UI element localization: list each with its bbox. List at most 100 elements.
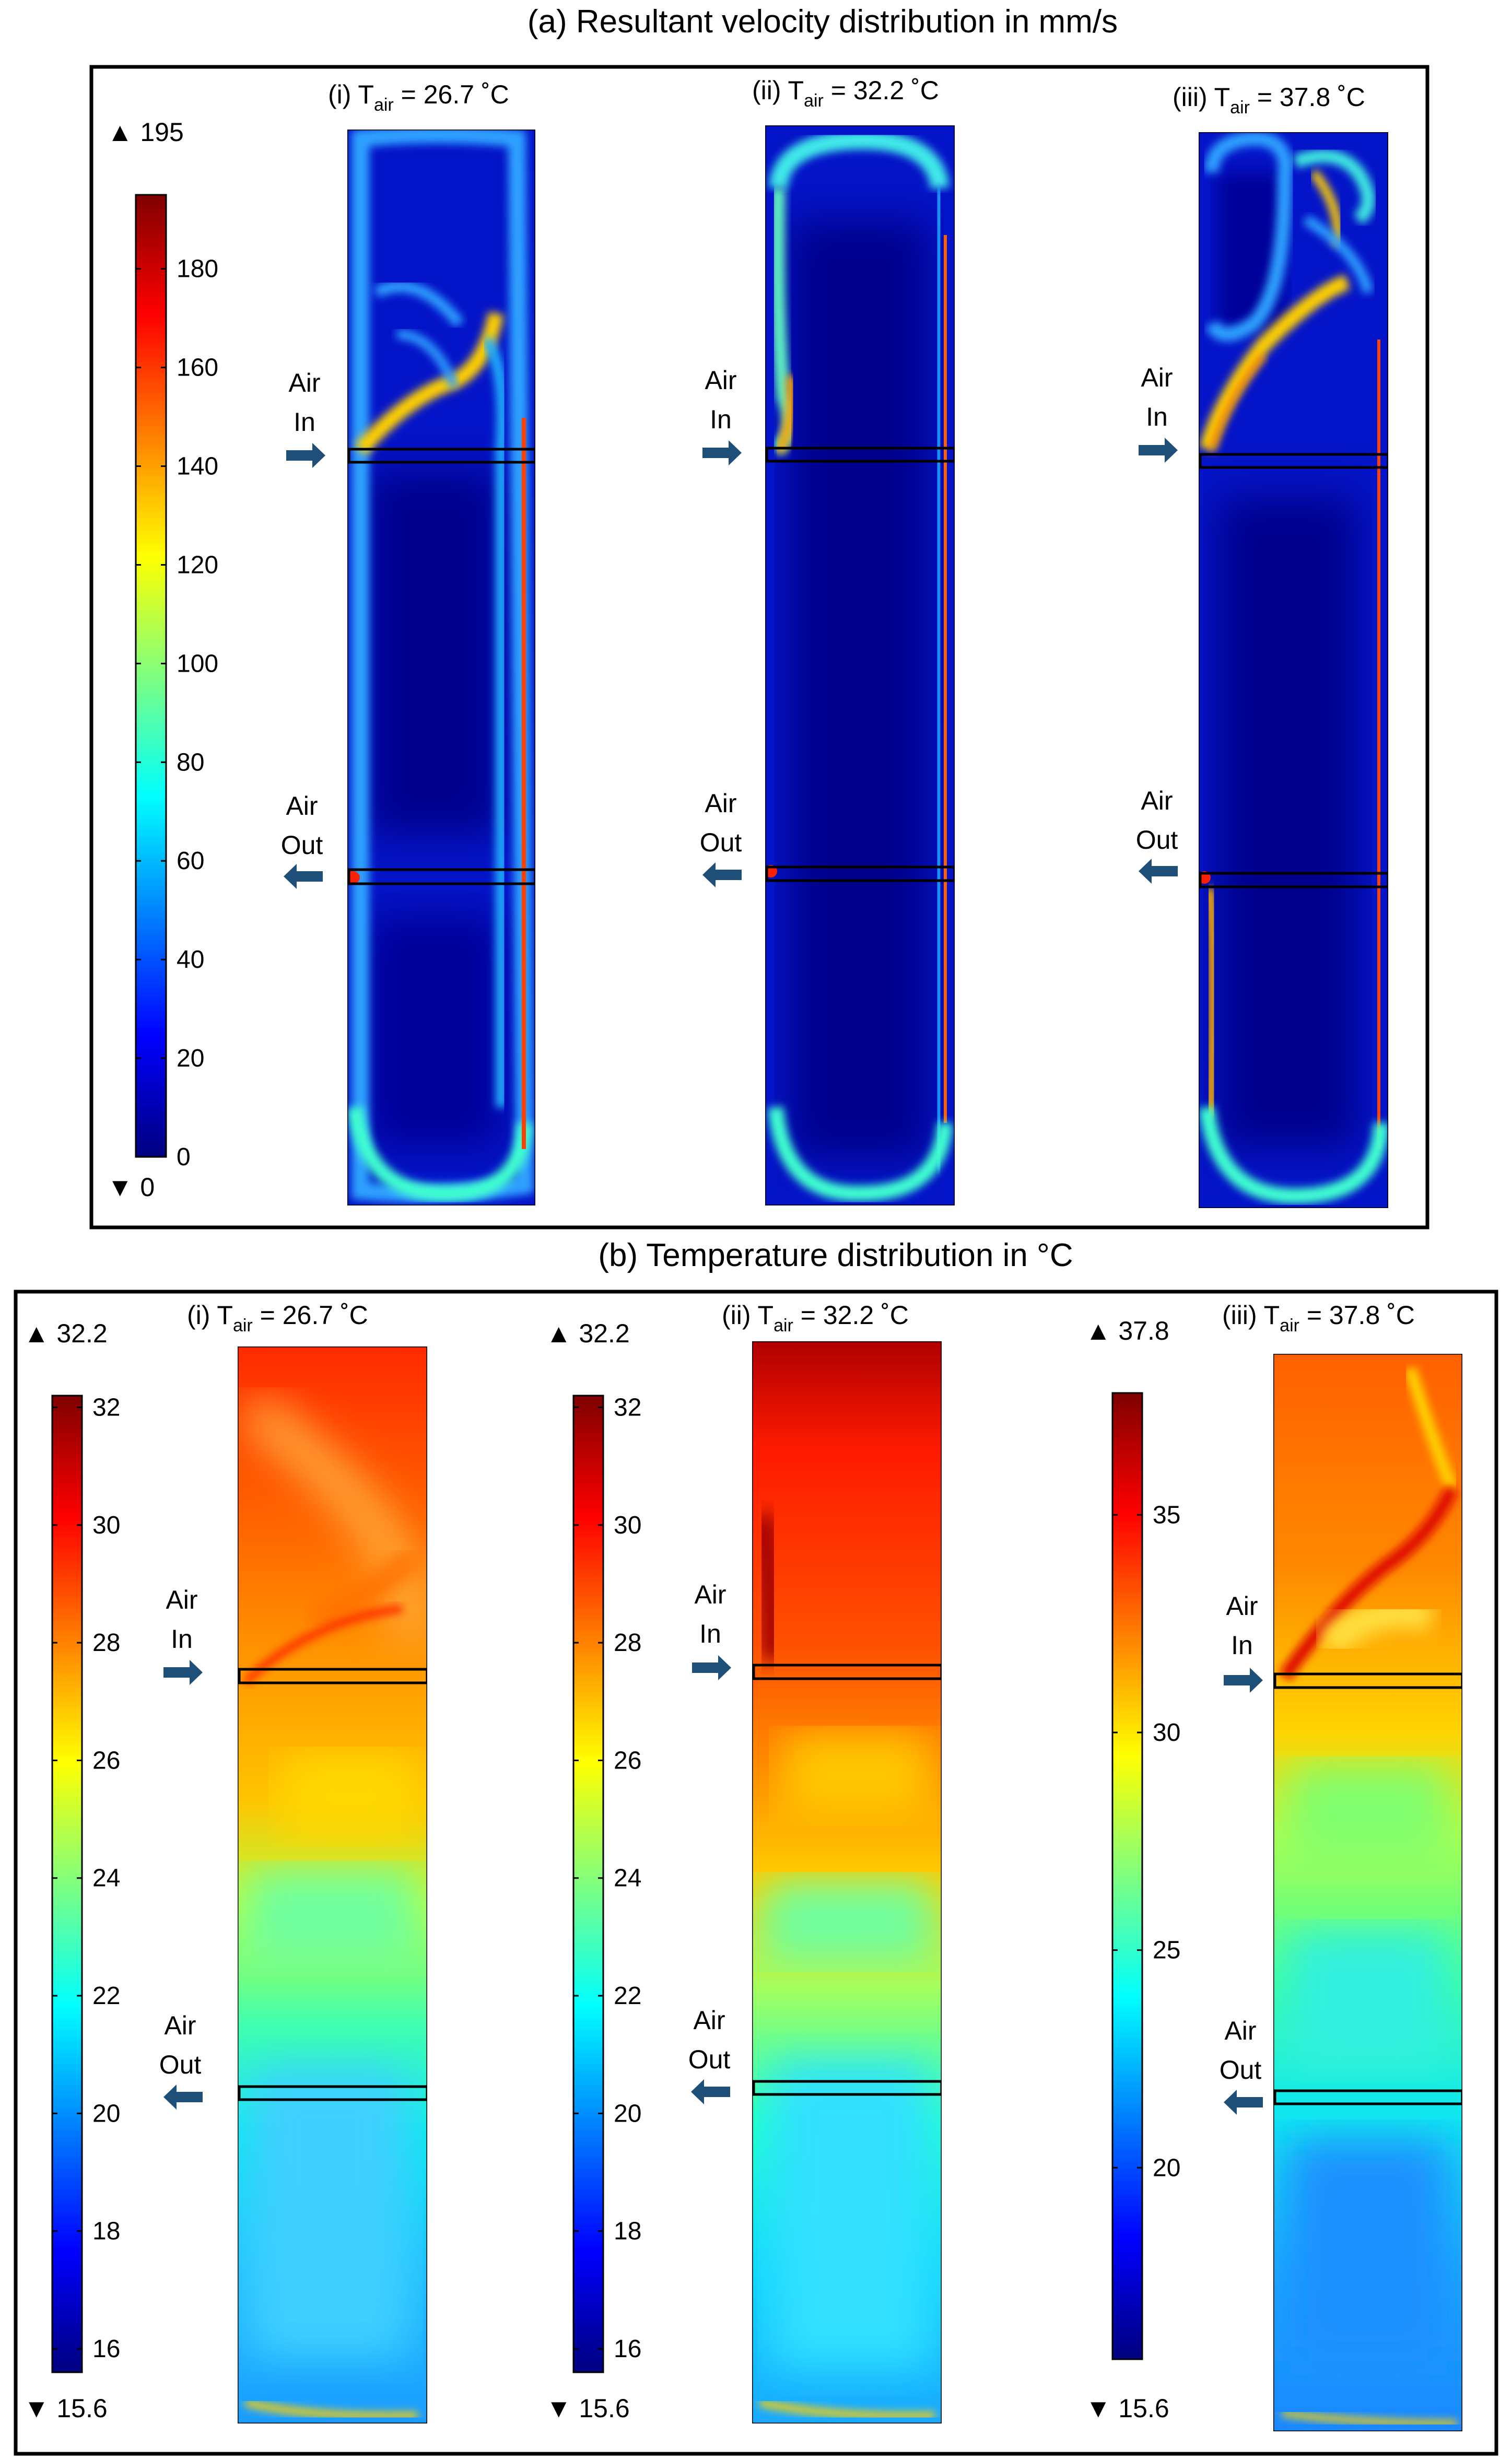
- colorbar-tick-label: 28: [92, 1629, 120, 1657]
- air-in-label-b-i: Air In: [166, 1585, 197, 1654]
- colorbar-tick-label: 20: [92, 2100, 120, 2127]
- colorbar-tick-label: 30: [614, 1512, 641, 1539]
- colorbar-gradient: [51, 1395, 83, 2373]
- temperature-colorbar-ii: ▲ 32.2 32 30 28 26 24 22 20 18 16 ▼ 15.6: [546, 1319, 641, 2423]
- colorbar-gradient: [135, 194, 167, 1158]
- air-in-label-a-i: Air In: [288, 368, 320, 437]
- svg-text:In: In: [294, 407, 315, 437]
- velocity-field-iii: [1199, 132, 1388, 1208]
- case-label-i: (i) Tair = 26.7 ˚C: [187, 1301, 368, 1336]
- arrow-left-icon: [1224, 2090, 1263, 2115]
- colorbar-max-label: ▲ 32.2: [546, 1319, 630, 1348]
- air-out-label-b-iii: Air Out: [1220, 2016, 1262, 2085]
- colorbar-ticks: 35 30 25 20: [1112, 1501, 1180, 2182]
- svg-text:Out: Out: [159, 2050, 202, 2079]
- colorbar-ticks: 180 160 140 120 100 80 60 40 20 0: [136, 255, 218, 1171]
- svg-text:Air: Air: [1141, 363, 1173, 392]
- temperature-colorbar-i: ▲ 32.2 32 30 28 26 24 22 20 18 16 ▼ 15.6: [24, 1319, 120, 2423]
- colorbar-min-label: ▼ 0: [107, 1173, 155, 1202]
- colorbar-max-label: ▲ 195: [107, 118, 184, 147]
- colorbar-min-label: ▼ 15.6: [546, 2394, 630, 2423]
- svg-text:Out: Out: [281, 830, 323, 860]
- colorbar-tick-label: 26: [92, 1747, 120, 1774]
- arrow-right-icon: [163, 1660, 203, 1685]
- arrow-left-icon: [702, 862, 742, 887]
- temperature-colorbar-iii: ▲ 37.8 35 30 25 20 ▼ 15.6: [1085, 1316, 1180, 2423]
- colorbar-tick-label: 30: [92, 1512, 120, 1539]
- colorbar-tick-label: 20: [1153, 2154, 1180, 2182]
- svg-text:Air: Air: [166, 1585, 197, 1614]
- colorbar-gradient: [572, 1395, 604, 2373]
- svg-text:Air: Air: [288, 368, 320, 397]
- svg-text:Air: Air: [693, 2006, 725, 2035]
- colorbar-tick-label: 16: [614, 2335, 641, 2363]
- arrow-right-icon: [702, 440, 742, 465]
- colorbar-tick-label: 0: [177, 1143, 191, 1171]
- svg-text:Air: Air: [694, 1580, 726, 1609]
- arrow-right-icon: [692, 1655, 731, 1680]
- colorbar-tick-label: 160: [177, 354, 218, 382]
- arrow-left-icon: [691, 2079, 730, 2104]
- air-out-label-a-i: Air Out: [281, 791, 323, 860]
- arrow-left-icon: [284, 864, 323, 889]
- arrow-right-icon: [286, 443, 325, 468]
- colorbar-max-label: ▲ 37.8: [1085, 1316, 1169, 1345]
- colorbar-ticks: 32 30 28 26 24 22 20 18 16: [52, 1394, 120, 2363]
- air-out-label-a-iii: Air Out: [1136, 786, 1178, 854]
- colorbar-tick-label: 35: [1153, 1501, 1180, 1529]
- colorbar-max-label: ▲ 32.2: [24, 1319, 108, 1348]
- svg-text:Air: Air: [286, 791, 318, 821]
- colorbar-tick-label: 120: [177, 551, 218, 579]
- air-in-label-a-ii: Air In: [705, 366, 736, 434]
- panel-b-title: (b) Temperature distribution in °C: [598, 1237, 1073, 1273]
- svg-text:In: In: [171, 1624, 193, 1654]
- svg-text:Air: Air: [164, 2011, 196, 2040]
- air-out-label-b-ii: Air Out: [688, 2006, 731, 2074]
- svg-text:Air: Air: [705, 366, 736, 395]
- colorbar-tick-label: 32: [92, 1394, 120, 1422]
- panel-a-frame: [89, 65, 1429, 1230]
- case-label-ii: (ii) Tair = 32.2 ˚C: [752, 76, 939, 111]
- svg-text:Air: Air: [1224, 2016, 1256, 2045]
- case-label-iii: (iii) Tair = 37.8 ˚C: [1222, 1301, 1415, 1336]
- colorbar-min-label: ▼ 15.6: [1085, 2394, 1169, 2423]
- colorbar-tick-label: 22: [92, 1982, 120, 2010]
- colorbar-tick-label: 140: [177, 453, 218, 481]
- colorbar-tick-label: 24: [92, 1865, 120, 1892]
- velocity-field-i: [347, 130, 535, 1205]
- panel-b-frame: [14, 1290, 1498, 2456]
- colorbar-tick-label: 24: [614, 1865, 641, 1892]
- air-out-label-b-i: Air Out: [159, 2011, 202, 2079]
- panel-a-title: (a) Resultant velocity distribution in m…: [528, 4, 1118, 40]
- colorbar-tick-label: 25: [1153, 1937, 1180, 1964]
- svg-text:In: In: [710, 405, 732, 434]
- svg-text:Air: Air: [1141, 786, 1173, 815]
- colorbar-tick-label: 180: [177, 255, 218, 283]
- colorbar-tick-label: 26: [614, 1747, 641, 1774]
- temperature-field-ii: [752, 1341, 942, 2423]
- temperature-field-iii: [1273, 1354, 1462, 2431]
- colorbar-tick-label: 28: [614, 1629, 641, 1657]
- colorbar-min-label: ▼ 15.6: [24, 2394, 108, 2423]
- colorbar-tick-label: 30: [1153, 1719, 1180, 1747]
- arrow-left-icon: [163, 2085, 203, 2110]
- colorbar-tick-label: 16: [92, 2335, 120, 2363]
- svg-text:In: In: [1231, 1631, 1253, 1660]
- colorbar-tick-label: 18: [614, 2218, 641, 2245]
- arrow-right-icon: [1139, 438, 1178, 463]
- air-in-label-b-ii: Air In: [694, 1580, 726, 1648]
- svg-text:Air: Air: [705, 789, 736, 818]
- colorbar-tick-label: 60: [177, 847, 204, 875]
- colorbar-tick-label: 100: [177, 650, 218, 677]
- temperature-field-i: [238, 1346, 427, 2423]
- air-in-label-b-iii: Air In: [1226, 1591, 1258, 1660]
- colorbar-tick-label: 22: [614, 1982, 641, 2010]
- air-out-label-a-ii: Air Out: [700, 789, 742, 857]
- colorbar-tick-label: 80: [177, 748, 204, 776]
- colorbar-tick-label: 18: [92, 2218, 120, 2245]
- colorbar-tick-label: 20: [177, 1045, 204, 1072]
- arrow-left-icon: [1139, 859, 1178, 884]
- velocity-field-ii: [765, 125, 955, 1205]
- colorbar-gradient: [1111, 1392, 1143, 2360]
- svg-text:In: In: [699, 1619, 721, 1648]
